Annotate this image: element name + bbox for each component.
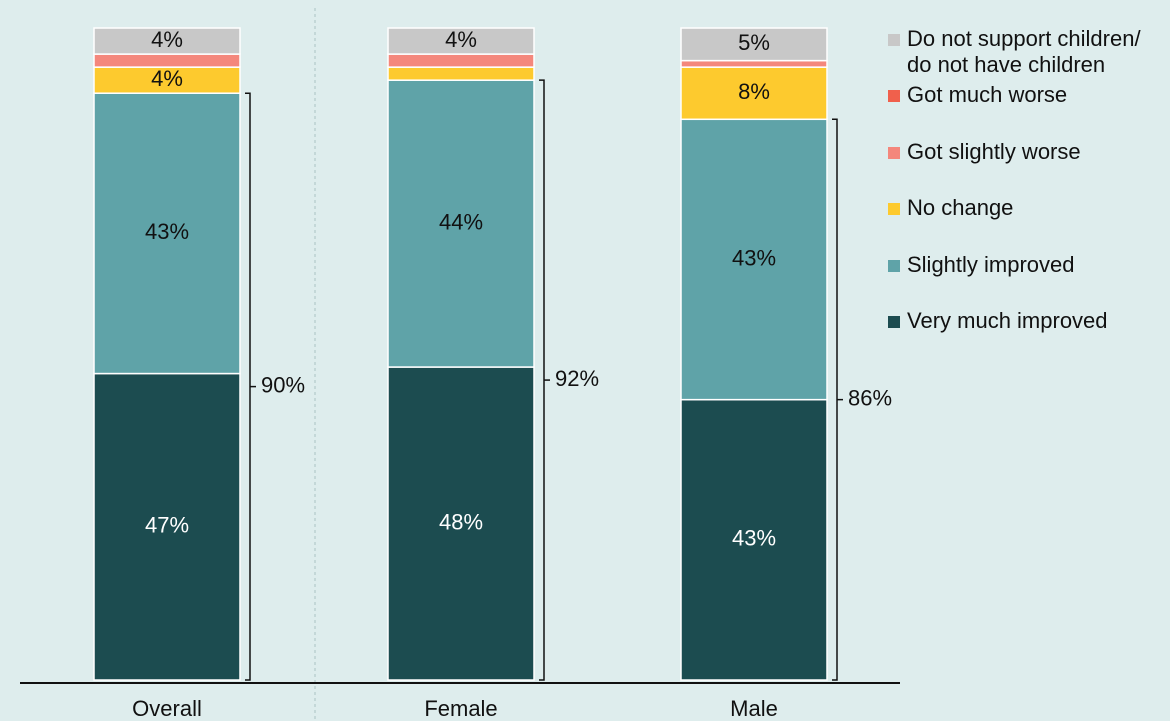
bar-segment [387,79,535,368]
bar-segment [387,27,535,55]
x-tick-label: Female [424,696,497,721]
legend-item: Slightly improved [888,252,1075,278]
bracket-label: 86% [848,385,892,410]
data-label: 48% [439,509,483,534]
legend-label: Very much improved [907,308,1108,333]
data-label: 47% [145,513,189,538]
legend-swatch [888,147,900,159]
bar-segment [93,27,241,55]
bracket [832,118,838,681]
legend-label: Do not support children/ do not have chi… [907,26,1141,77]
bar-segment [93,66,241,94]
data-label: 4% [151,66,183,91]
bracket-label: 90% [261,372,305,397]
data-label: 43% [145,219,189,244]
bar-segment [387,53,535,68]
bar-segment [680,59,828,68]
data-label: 5% [738,30,770,55]
data-label: 44% [439,209,483,234]
bar-segment [93,53,241,68]
legend-item: Very much improved [888,308,1108,334]
legend-item: Do not support children/ do not have chi… [888,26,1141,78]
legend-label: Got slightly worse [907,139,1081,164]
bar-segment [680,27,828,62]
data-label: 4% [445,27,477,52]
bracket [539,79,545,681]
data-label: 8% [738,79,770,104]
legend-swatch [888,316,900,328]
data-label: 4% [151,27,183,52]
legend-swatch [888,203,900,215]
bar-segment [93,372,241,681]
legend-label: No change [907,195,1014,220]
data-label: 43% [732,245,776,270]
bar-segment [680,118,828,401]
bracket-label: 92% [555,366,599,391]
bracket [245,92,251,681]
legend-swatch [888,90,900,102]
bar-segment [680,66,828,121]
legend-swatch [888,260,900,272]
legend-swatch [888,34,900,46]
bar-segment [93,92,241,375]
legend-label: Slightly improved [907,252,1075,277]
bar-segment [387,66,535,81]
x-tick-label: Male [730,696,778,721]
legend-item: No change [888,195,1013,221]
legend-item: Got much worse [888,82,1067,108]
x-tick-label: Overall [132,696,202,721]
legend-item: Got slightly worse [888,139,1081,165]
legend-label: Got much worse [907,82,1068,107]
data-label: 43% [732,526,776,551]
bar-segment [387,366,535,681]
